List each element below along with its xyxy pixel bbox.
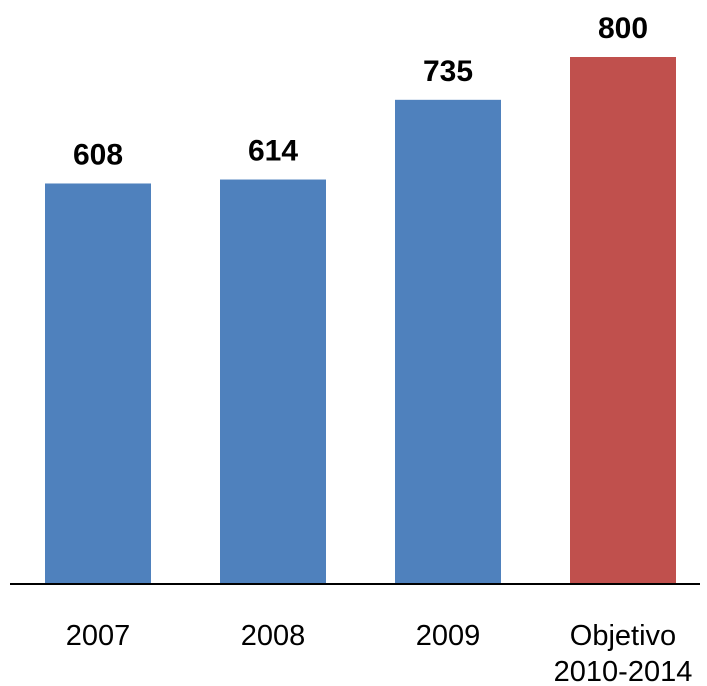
category-label-0: 2007	[66, 620, 131, 652]
value-label-2: 735	[423, 55, 473, 88]
value-label-0: 608	[73, 138, 123, 171]
value-labels-layer: 608 614 735 800	[73, 12, 648, 171]
bars-layer	[45, 57, 676, 585]
bar-2	[395, 99, 501, 584]
category-label-2: 2009	[416, 620, 481, 652]
category-label-3-line-0: Objetivo	[570, 620, 676, 652]
value-label-3: 800	[598, 12, 648, 45]
bar-3	[570, 57, 676, 584]
category-label-1: 2008	[241, 620, 306, 652]
value-label-1: 614	[248, 135, 298, 168]
category-label-3-line-1: 2010-2014	[554, 656, 693, 686]
bar-0	[45, 183, 151, 585]
bar-1	[220, 179, 326, 584]
category-labels-layer: 2007 2008 2009 Objetivo 2010-2014	[66, 620, 693, 686]
